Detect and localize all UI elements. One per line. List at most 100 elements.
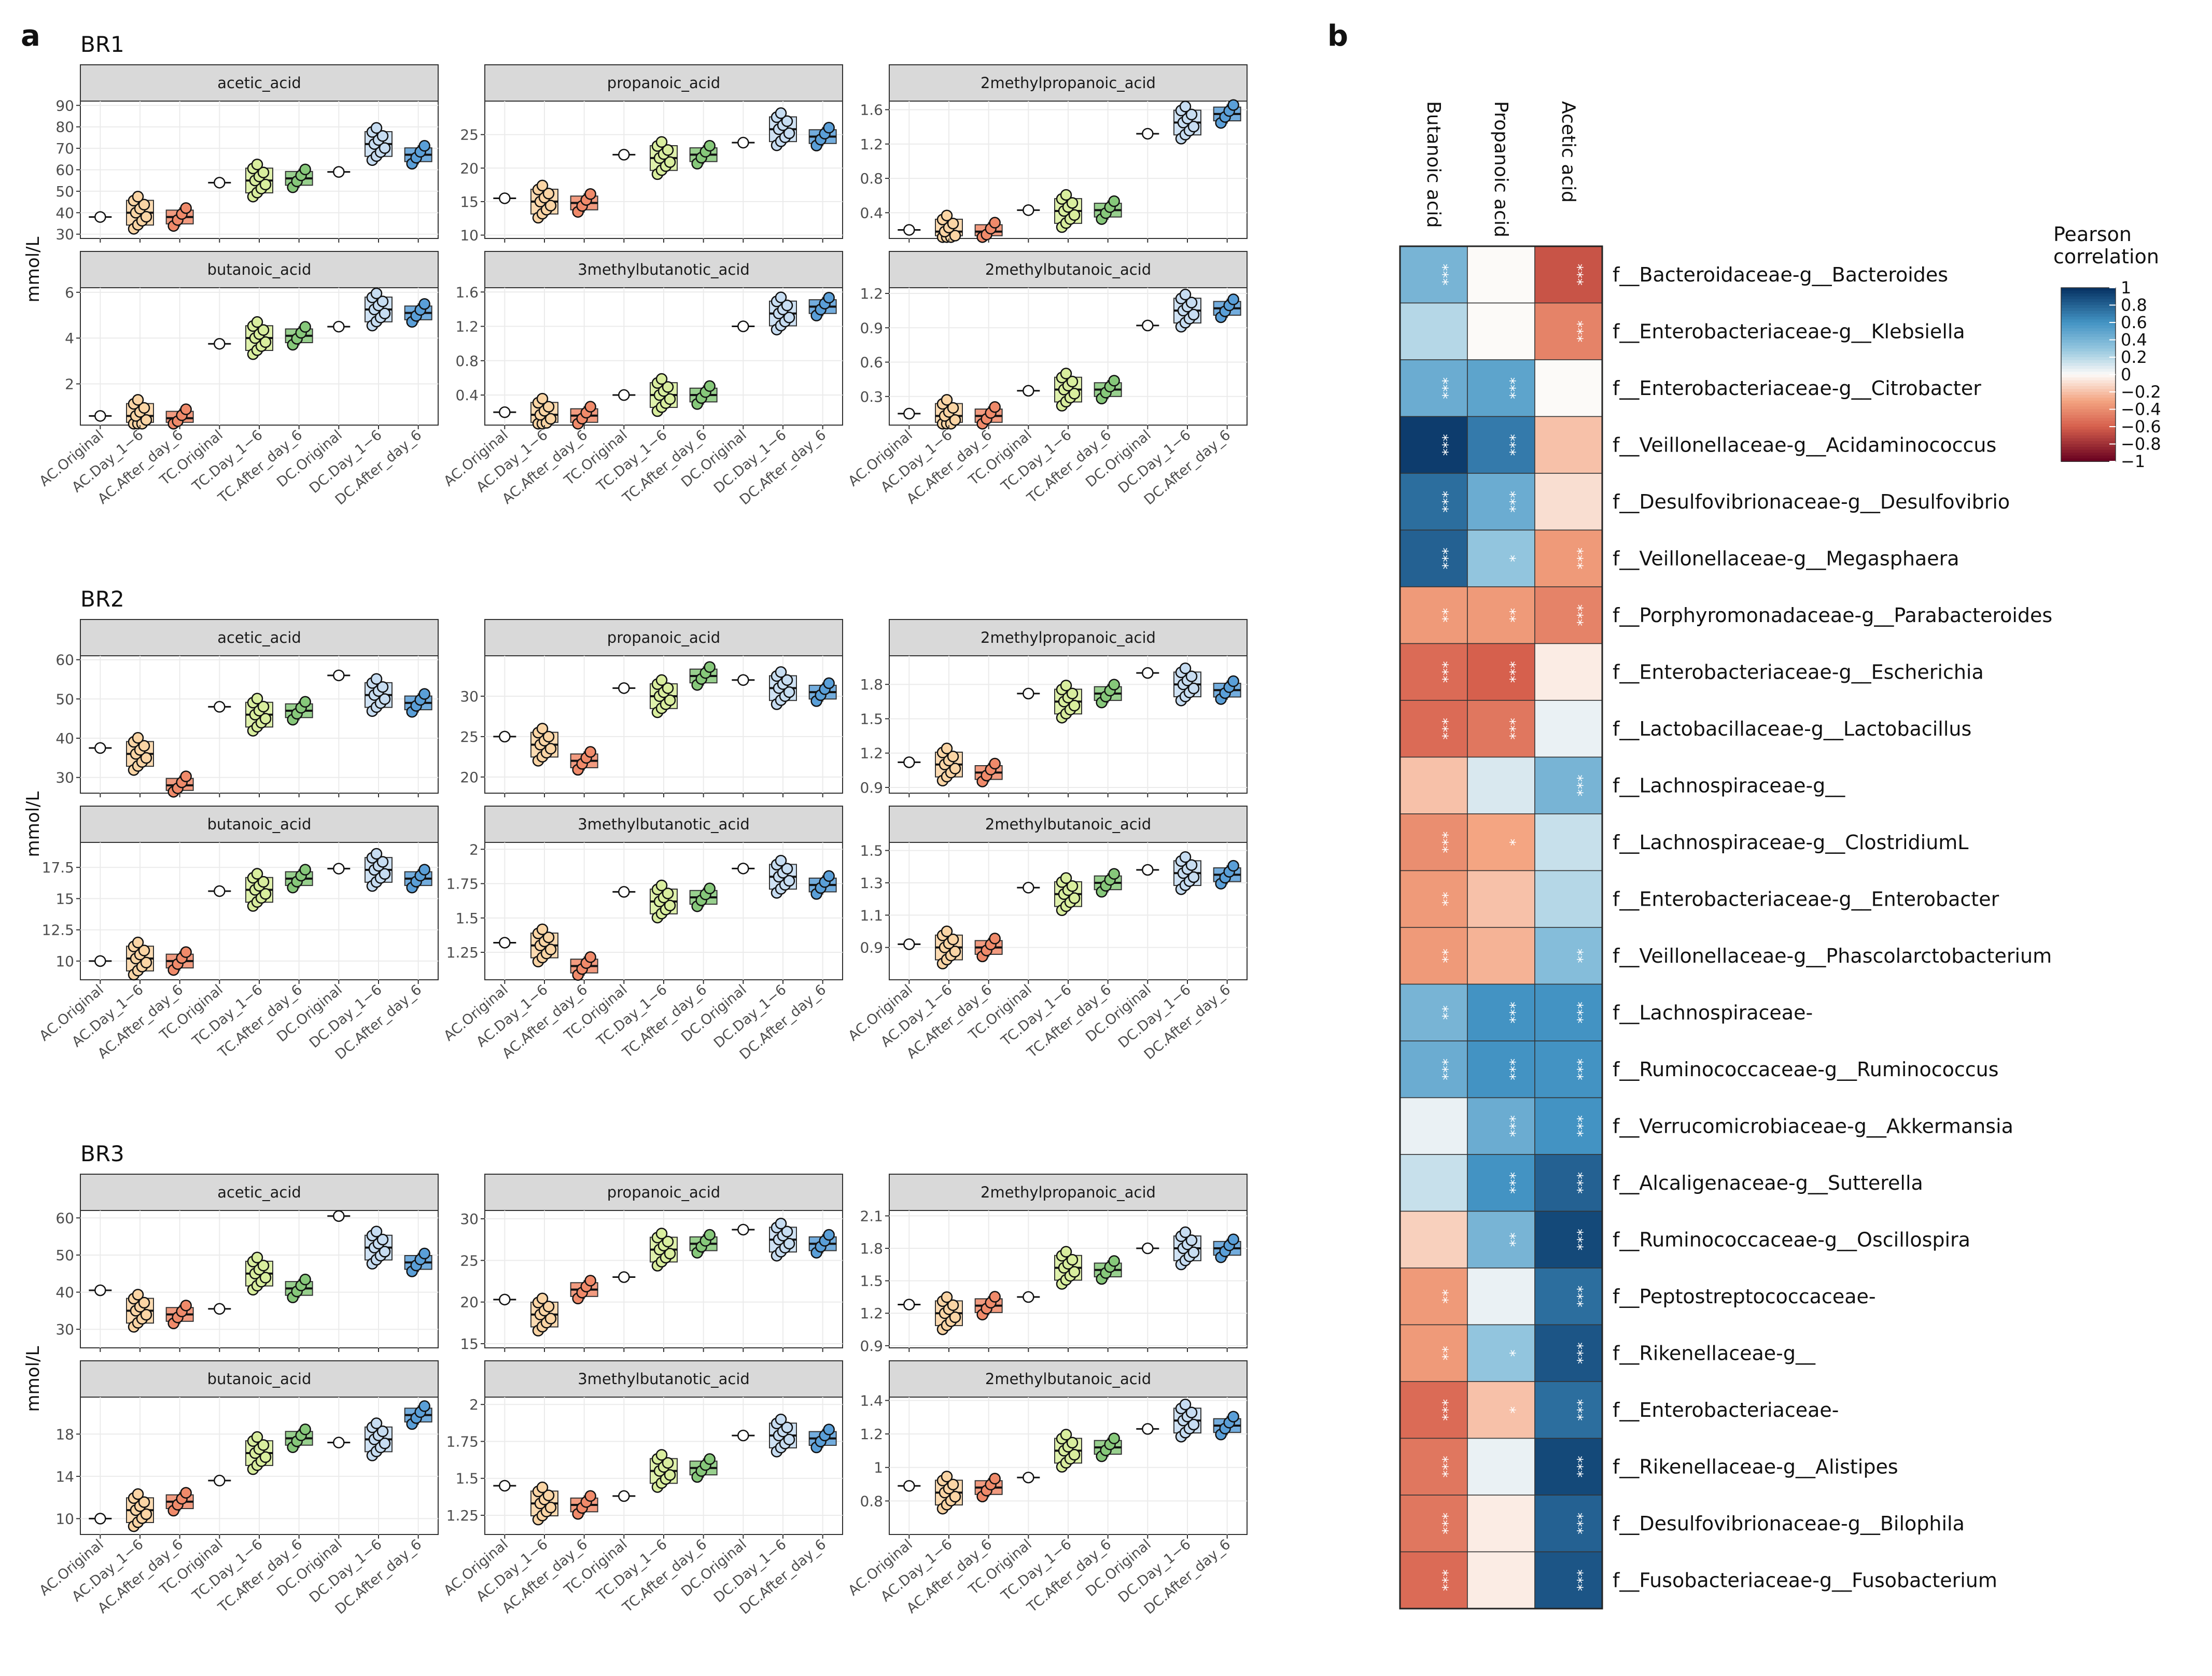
block-title: BR2 — [80, 586, 124, 612]
significance-label: *** — [1434, 434, 1451, 456]
heatmap-cell — [1399, 246, 1468, 304]
data-point — [1060, 680, 1072, 692]
data-point — [737, 1429, 749, 1442]
data-point — [140, 210, 152, 223]
legend-tick-label: −0.2 — [2121, 382, 2161, 402]
data-point — [1023, 1471, 1034, 1484]
data-point — [1227, 1233, 1239, 1246]
data-point — [1185, 859, 1198, 871]
y-tick-label: 50 — [55, 691, 74, 708]
legend-gradient-step — [2061, 447, 2116, 450]
legend-gradient-step — [2061, 343, 2116, 346]
heatmap-cell — [1534, 586, 1603, 644]
heatmap-row-label: f__Lactobacillaceae-g__Lactobacillus — [1613, 717, 1971, 740]
data-point — [1060, 872, 1072, 884]
heatmap-cell — [1534, 302, 1603, 360]
data-point — [544, 1313, 557, 1325]
heatmap-cell — [1399, 927, 1468, 985]
data-point — [1142, 667, 1154, 679]
data-point — [257, 166, 270, 178]
data-point — [499, 1480, 511, 1492]
data-point — [584, 188, 596, 200]
data-point — [655, 136, 668, 148]
data-point — [544, 742, 557, 755]
data-point — [737, 1223, 749, 1236]
data-point — [418, 688, 430, 700]
data-point — [941, 1470, 953, 1483]
data-point — [370, 673, 383, 685]
data-point — [370, 848, 383, 860]
legend-gradient-step — [2061, 308, 2116, 312]
heatmap-cell — [1399, 1040, 1468, 1098]
y-tick-label: 0.8 — [860, 1492, 883, 1510]
heatmap-cell — [1467, 1040, 1535, 1098]
heatmap-cell — [1534, 700, 1603, 758]
significance-label: *** — [1434, 264, 1451, 286]
legend-gradient-step — [2061, 455, 2116, 459]
y-tick-label: 20 — [460, 160, 479, 177]
y-tick-label: 1.1 — [860, 907, 883, 924]
heatmap-row-label: f__Lachnospiraceae-g__ClostridiumL — [1613, 831, 1968, 854]
data-point — [376, 1425, 389, 1438]
heatmap-row: *** * f__Lachnospiraceae-g__ClostridiumL — [1399, 813, 1968, 871]
data-point — [379, 1246, 391, 1258]
data-point — [138, 199, 150, 211]
significance-label: *** — [1502, 1002, 1519, 1023]
y-tick-label: 2 — [469, 1396, 479, 1413]
data-point — [499, 937, 511, 949]
y-tick-label: 15 — [55, 890, 74, 907]
legend-tick-label: −0.4 — [2121, 400, 2161, 419]
data-point — [1068, 699, 1081, 712]
significance-label: *** — [1502, 661, 1519, 683]
data-point — [947, 751, 959, 763]
heatmap-cell — [1399, 756, 1468, 814]
heatmap-row: *** f__Enterobacteriaceae-g__Klebsiella — [1399, 302, 1965, 360]
y-tick-label: 25 — [460, 728, 479, 745]
data-point — [1185, 108, 1198, 121]
data-point — [664, 1469, 676, 1481]
data-point — [704, 1453, 716, 1465]
data-point — [1068, 892, 1081, 904]
significance-label: *** — [1434, 661, 1451, 683]
data-point — [783, 312, 795, 323]
heatmap-cell — [1467, 1210, 1535, 1269]
data-point — [941, 742, 953, 755]
heatmap-border — [1399, 245, 1603, 1610]
facet-strip — [484, 619, 843, 656]
significance-label: *** — [1434, 718, 1451, 740]
significance-label: *** — [1569, 1229, 1586, 1250]
heatmap-cell — [1399, 1324, 1468, 1382]
data-point — [544, 200, 557, 212]
data-point — [418, 298, 430, 310]
legend-tick-label: −0.8 — [2121, 434, 2161, 454]
significance-label: *** — [1502, 718, 1519, 740]
heatmap-cell — [1399, 870, 1468, 928]
heatmap-cell — [1534, 1154, 1603, 1212]
y-tick-label: 10 — [55, 1510, 74, 1527]
facet-2methylpropanoic_acid: 2methylpropanoic_acid 0.4 0.8 1.2 1.6 — [860, 64, 1248, 243]
data-point — [1066, 197, 1079, 209]
facet-title: acetic_acid — [217, 629, 301, 646]
data-point — [662, 1457, 674, 1469]
facet-propanoic_acid: propanoic_acid 20 25 30 — [460, 619, 843, 797]
legend-gradient-step — [2061, 412, 2116, 416]
data-point — [1060, 1246, 1072, 1258]
facet-title: propanoic_acid — [607, 629, 720, 646]
significance-label: *** — [1569, 604, 1586, 626]
data-point — [370, 1226, 383, 1237]
heatmap-cell — [1399, 416, 1468, 474]
data-point — [781, 1226, 793, 1237]
legend-gradient-step — [2061, 444, 2116, 448]
data-point — [1187, 871, 1200, 883]
data-point — [949, 1490, 961, 1503]
data-point — [1185, 1234, 1198, 1246]
data-point — [1068, 1266, 1081, 1278]
significance-label: ** — [1502, 1232, 1519, 1247]
data-point — [823, 122, 835, 134]
data-point — [542, 931, 555, 943]
significance-label: *** — [1434, 1059, 1451, 1080]
data-point — [618, 1271, 630, 1283]
heatmap-row: ** f__Enterobacteriaceae-g__Enterobacter — [1399, 870, 1999, 928]
data-point — [664, 393, 676, 405]
data-point — [259, 888, 272, 900]
